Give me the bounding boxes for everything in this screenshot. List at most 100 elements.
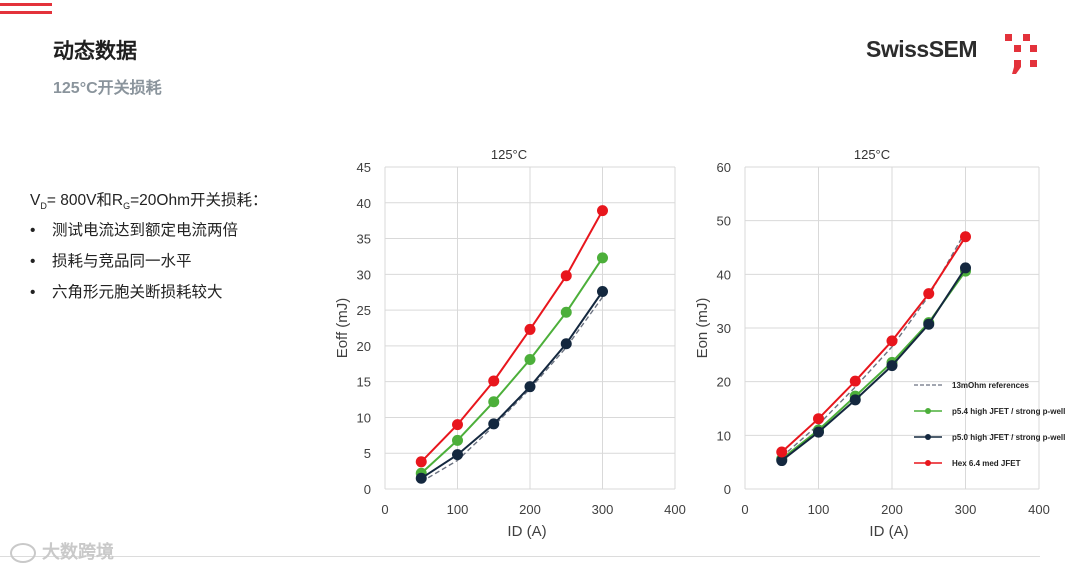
watermark: 大数跨境 [10,538,114,564]
data-point-red [560,270,572,282]
y-tick-label: 30 [717,321,731,336]
series-line-navy [420,290,604,480]
data-point-navy [452,449,463,461]
series-line-ref [781,231,967,458]
vd-symbol: V [30,192,41,209]
series-line-navy [781,267,967,462]
data-point-red [597,205,608,217]
data-point-red [776,446,788,458]
y-tick-label: 10 [357,410,371,425]
legend-label-red: Hex 6.4 med JFET [952,459,1021,468]
data-point-red [415,456,427,468]
bullet-dot-icon: • [30,222,36,240]
x-tick-label: 200 [881,502,903,517]
y-tick-label: 40 [357,196,371,211]
series-line-red [781,236,967,453]
list-item: • 测试电流达到额定电流两倍 [30,218,268,240]
y-tick-label: 20 [357,339,371,354]
header-accent-bar-bottom [0,11,52,14]
list-item: • 六角形元胞关断损耗较大 [30,280,268,302]
bullet-text: 测试电流达到额定电流两倍 [52,222,239,240]
data-point-navy [524,381,536,393]
y-tick-label: 10 [717,428,731,443]
data-point-red [813,413,824,425]
legend-marker-red [925,460,931,466]
data-point-navy [597,286,608,298]
data-point-navy [886,360,898,372]
data-point-red [452,419,463,431]
x-axis-label: ID (A) [869,523,908,540]
data-point-navy [560,338,572,350]
data-point-navy [813,426,824,438]
x-axis-label: ID (A) [507,523,546,540]
legend-marker-navy [925,434,931,440]
x-tick-label: 200 [519,502,541,517]
swisssem-logo-icon [1005,34,1037,74]
x-tick-label: 0 [741,502,748,517]
data-point-navy [923,318,935,330]
data-point-navy [776,455,788,467]
y-tick-label: 30 [357,267,371,282]
x-tick-label: 0 [381,502,388,517]
y-tick-label: 50 [717,214,731,229]
y-tick-label: 60 [717,160,731,175]
bullet-text: 损耗与竞品同一水平 [52,253,192,271]
data-point-navy [415,472,427,484]
page-title: 动态数据 [53,40,137,63]
watermark-logo-icon [10,543,36,564]
x-tick-label: 400 [1028,502,1050,517]
data-point-green [524,353,536,365]
bullet-intro: VD= 800V和RG=20Ohm开关损耗： [30,188,268,211]
data-point-navy [960,262,971,274]
data-point-red [886,335,898,347]
x-tick-label: 300 [955,502,977,517]
data-point-navy [849,394,861,406]
y-axis-label: Eoff (mJ) [334,298,351,359]
list-item: • 损耗与竞品同一水平 [30,249,268,271]
bullet-dot-icon: • [30,253,36,271]
bullet-text: 六角形元胞关断损耗较大 [52,284,223,302]
y-axis-label: Eon (mJ) [694,298,711,359]
data-point-green [452,434,463,446]
x-tick-label: 300 [592,502,614,517]
bullet-dot-icon: • [30,284,36,302]
series-line-red [420,210,604,463]
data-point-red [524,323,536,335]
legend-label-green: p5.4 high JFET / strong p-well [952,407,1065,416]
series-line-green [781,270,967,460]
chart-title: 125°C [491,147,527,162]
legend-label-navy: p5.0 high JFET / strong p-well [952,433,1065,442]
y-tick-label: 40 [717,267,731,282]
bullet-list: VD= 800V和RG=20Ohm开关损耗： • 测试电流达到额定电流两倍 • 损耗… [30,188,268,311]
y-tick-label: 45 [357,160,371,175]
y-tick-label: 0 [364,482,371,497]
data-point-green [560,306,572,318]
data-point-green [597,252,608,264]
watermark-text: 大数跨境 [42,542,114,562]
data-point-navy [488,418,500,430]
y-tick-label: 15 [357,375,371,390]
series-line-ref [420,296,604,483]
chart-title: 125°C [854,147,890,162]
x-tick-label: 100 [808,502,830,517]
y-tick-label: 25 [357,303,371,318]
y-tick-label: 5 [364,446,371,461]
x-tick-label: 400 [664,502,686,517]
data-point-green [488,396,500,408]
x-tick-label: 100 [447,502,469,517]
series-line-green [420,257,604,475]
y-tick-label: 20 [717,375,731,390]
y-tick-label: 35 [357,232,371,247]
data-point-red [488,375,500,387]
page-subtitle: 125°C开关损耗 [53,80,162,97]
data-point-red [960,231,971,243]
legend-marker-green [925,408,931,414]
vd-subscript: D [40,201,47,212]
header-accent-bar-top [0,3,52,6]
rg-value-text: =20Ohm开关损耗： [130,192,268,209]
vd-value-text: = 800V和R [46,192,124,209]
footer-divider [0,556,1040,557]
rg-subscript: G [123,201,131,212]
data-point-red [923,288,935,300]
